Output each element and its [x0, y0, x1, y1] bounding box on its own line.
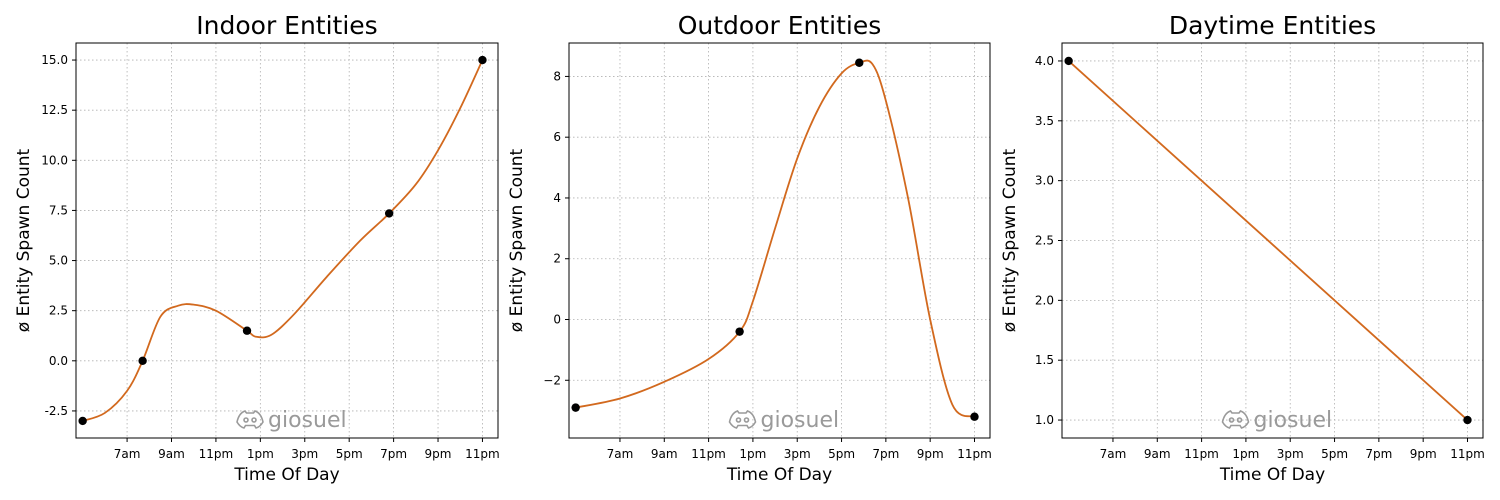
chart-panel-3: Daytime Entities 7am 9am 11pm 1pm 3pm 5pm 7pm 9p…	[1000, 11, 1485, 485]
x-tick-label: 9am	[651, 447, 678, 461]
x-axis-label: Time Of Day	[1219, 465, 1325, 485]
y-tick-label: 4.0	[1035, 54, 1054, 68]
chart-title: Indoor Entities	[196, 11, 377, 40]
data-point	[138, 356, 147, 366]
series-line	[575, 59, 975, 418]
series-line	[82, 59, 484, 422]
chart-panel-2: Outdoor Entities 7am 9am 11pm 1pm 3pm 5pm 7pm 9p…	[507, 11, 992, 485]
data-point	[384, 209, 394, 218]
watermark-text: giosuel	[1254, 408, 1333, 433]
x-tick-label: 5pm	[828, 447, 855, 461]
chart-title: Daytime Entities	[1169, 11, 1376, 40]
watermark-text: giosuel	[761, 408, 840, 433]
x-tick-label: 9am	[158, 447, 185, 461]
data-point	[1463, 415, 1472, 425]
data-point	[970, 412, 979, 421]
y-tick-label: 12.5	[41, 103, 68, 117]
series-line	[1068, 60, 1469, 421]
y-tick-label: 15.0	[41, 53, 68, 67]
discord-icon	[1221, 410, 1250, 429]
x-tick-label: 11pm	[199, 447, 234, 461]
y-tick-label: 0	[553, 313, 561, 327]
watermark: giosuel	[728, 408, 840, 433]
discord-icon	[728, 410, 757, 429]
x-tick-label: 7am	[114, 447, 141, 461]
plot-area-frame	[1061, 42, 1484, 439]
chart-panel-1: Indoor Entities 7am 9am 11pm 1pm 3pm 5pm 7pm 9pm…	[14, 11, 500, 485]
y-tick-label: 7.5	[49, 203, 68, 217]
x-tick-label: 7pm	[872, 447, 899, 461]
x-tick-label: 3pm	[291, 447, 318, 461]
watermark: giosuel	[236, 408, 347, 433]
y-axis-label: ø Entity Spawn Count	[507, 148, 527, 332]
data-point	[735, 327, 744, 336]
x-tick-label: 9am	[1144, 447, 1171, 461]
y-tick-label: 3.0	[1035, 174, 1054, 188]
data-point	[478, 55, 487, 65]
y-tick-label: −2	[543, 373, 561, 387]
x-axis-label: Time Of Day	[233, 465, 339, 485]
data-point	[1064, 56, 1073, 66]
y-tick-label: -2.5	[45, 404, 68, 418]
data-point	[78, 416, 87, 426]
y-tick-label: 2	[553, 252, 561, 266]
x-tick-label: 7am	[607, 447, 634, 461]
x-tick-label: 7pm	[1365, 447, 1392, 461]
y-tick-label: 2.0	[1035, 293, 1054, 307]
y-tick-label: 0.0	[49, 354, 68, 368]
x-tick-label: 9pm	[1410, 447, 1437, 461]
y-tick-label: 3.5	[1035, 114, 1054, 128]
x-tick-label: 11pm	[691, 447, 726, 461]
x-tick-label: 11pm	[1450, 447, 1485, 461]
x-tick-label: 1pm	[739, 447, 766, 461]
x-tick-label: 3pm	[784, 447, 811, 461]
y-tick-label: 10.0	[41, 153, 68, 167]
x-tick-label: 1pm	[247, 447, 274, 461]
y-axis-label: ø Entity Spawn Count	[14, 148, 34, 332]
plot-area-frame	[568, 42, 991, 439]
y-tick-label: 8	[553, 69, 561, 83]
x-tick-label: 9pm	[425, 447, 452, 461]
x-tick-label: 1pm	[1232, 447, 1259, 461]
y-tick-label: 1.5	[1035, 353, 1054, 367]
y-tick-label: 4	[553, 191, 561, 205]
y-tick-label: 2.5	[1035, 234, 1054, 248]
y-tick-label: 1.0	[1035, 413, 1054, 427]
x-tick-label: 5pm	[336, 447, 363, 461]
data-point	[855, 58, 864, 67]
y-tick-label: 2.5	[49, 304, 68, 318]
x-axis-label: Time Of Day	[726, 465, 832, 485]
x-tick-label: 7am	[1100, 447, 1127, 461]
chart-title: Outdoor Entities	[678, 11, 882, 40]
plot-area-frame	[75, 42, 499, 439]
x-tick-label: 11pm	[465, 447, 500, 461]
y-tick-label: 6	[553, 130, 561, 144]
x-tick-label: 9pm	[917, 447, 944, 461]
y-tick-label: 5.0	[49, 254, 68, 268]
x-tick-label: 5pm	[1321, 447, 1348, 461]
x-tick-label: 3pm	[1277, 447, 1304, 461]
x-tick-label: 11pm	[1184, 447, 1219, 461]
discord-icon	[236, 410, 264, 429]
watermark: giosuel	[1221, 408, 1333, 433]
x-tick-label: 7pm	[380, 447, 407, 461]
x-tick-label: 11pm	[957, 447, 992, 461]
data-point	[571, 403, 580, 412]
y-axis-label: ø Entity Spawn Count	[1000, 148, 1020, 332]
watermark-text: giosuel	[268, 408, 347, 433]
data-point	[242, 326, 252, 335]
